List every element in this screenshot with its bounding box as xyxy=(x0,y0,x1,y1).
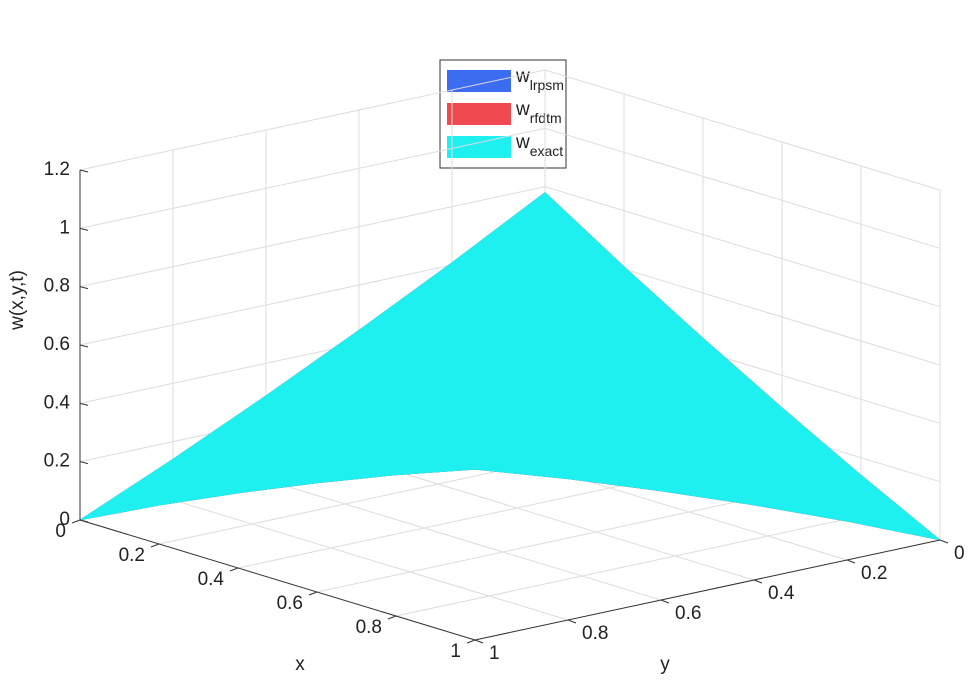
z-tick-label: 0 xyxy=(59,509,70,530)
z-tick-label: 1.2 xyxy=(44,159,70,180)
tick-mark xyxy=(466,639,476,644)
z-tick-label: 1 xyxy=(59,217,70,238)
z-tick-label: 0.2 xyxy=(44,451,70,472)
grid-line xyxy=(265,479,662,601)
tick-mark xyxy=(567,619,577,624)
x-axis-line xyxy=(79,519,476,641)
legend-swatch xyxy=(447,103,511,125)
grid-line xyxy=(316,491,783,593)
legend-name: w xyxy=(515,99,530,120)
tick-mark xyxy=(79,402,89,406)
legend-label: wlrpsm xyxy=(515,66,564,93)
grid-line xyxy=(395,515,862,617)
tick-mark xyxy=(79,286,89,290)
x-tick-label: 0.2 xyxy=(119,545,145,566)
tick-mark xyxy=(79,519,89,523)
grid-line xyxy=(544,127,941,249)
tick-mark xyxy=(79,461,89,465)
tick-mark xyxy=(79,227,89,231)
x-tick-label: 1 xyxy=(450,641,461,662)
grid-line xyxy=(79,186,546,288)
tick-mark xyxy=(229,567,239,572)
y-tick-label: 0.2 xyxy=(861,563,887,584)
tick-mark xyxy=(79,169,89,173)
tick-mark xyxy=(308,591,318,596)
tick-mark xyxy=(387,615,397,620)
legend-swatch xyxy=(447,70,511,92)
z-axis-label: w(x,y,t) xyxy=(7,270,28,331)
legend-subscript: rfdtm xyxy=(530,110,562,126)
tick-mark xyxy=(660,599,670,604)
surface-patch xyxy=(394,413,569,480)
tick-mark xyxy=(939,539,949,544)
y-tick-label: 0 xyxy=(954,543,965,564)
legend-label: wrfdtm xyxy=(515,99,562,126)
legend-name: w xyxy=(515,66,530,87)
tick-mark xyxy=(846,559,856,564)
y-tick-label: 0.8 xyxy=(582,623,608,644)
z-tick-label: 0.4 xyxy=(44,392,71,413)
tick-mark xyxy=(474,639,484,644)
x-axis-label: x xyxy=(295,654,305,675)
z-tick-label: 0.6 xyxy=(44,334,70,355)
y-tick-label: 0.6 xyxy=(675,603,701,624)
legend-swatch xyxy=(447,136,511,158)
grid-line xyxy=(172,499,569,621)
y-tick-label: 0.4 xyxy=(768,583,795,604)
tick-mark xyxy=(79,344,89,348)
y-tick-label: 1 xyxy=(489,643,500,664)
z-tick-label: 0.8 xyxy=(44,276,70,297)
x-tick-label: 0.8 xyxy=(356,617,382,638)
legend-subscript: exact xyxy=(530,143,564,159)
y-axis-line xyxy=(474,539,941,641)
tick-mark xyxy=(150,543,160,548)
legend-name: w xyxy=(515,132,530,153)
grid-line xyxy=(544,186,941,308)
grid-line xyxy=(544,69,941,191)
tick-mark xyxy=(753,579,763,584)
grid-line xyxy=(358,459,755,581)
x-tick-label: 0.4 xyxy=(198,569,225,590)
tick-mark xyxy=(71,519,81,524)
grid-line xyxy=(79,127,546,229)
x-tick-label: 0.6 xyxy=(277,593,303,614)
legend-label: wexact xyxy=(515,132,563,159)
legend-subscript: lrpsm xyxy=(530,77,564,93)
x-tick-label: 0 xyxy=(55,521,66,542)
grid-line xyxy=(79,69,546,171)
y-axis-label: y xyxy=(660,654,670,675)
